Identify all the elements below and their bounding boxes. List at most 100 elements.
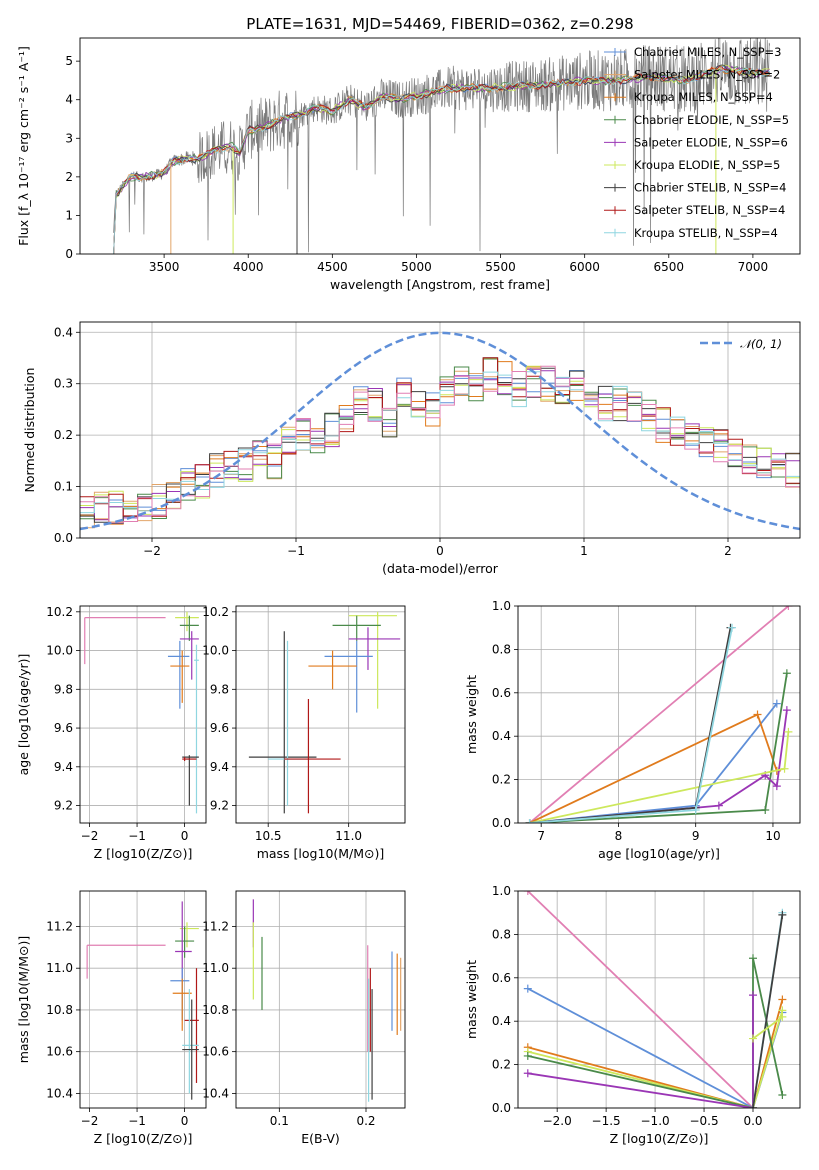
x-tick-label: 0.2 xyxy=(356,1114,375,1128)
histogram-step xyxy=(80,367,800,529)
x-tick-label: −1 xyxy=(128,829,146,843)
spectrum-plot-area xyxy=(113,38,771,254)
y-tick-label: 10.6 xyxy=(202,1045,229,1059)
weight-marker xyxy=(523,1051,532,1060)
x-tick-label: 8 xyxy=(615,829,623,843)
y-tick-label: 0.3 xyxy=(54,377,73,391)
y-tick-label: 10.6 xyxy=(46,1045,73,1059)
x-tick-label: 0 xyxy=(181,829,189,843)
model-spectrum-line xyxy=(113,67,770,254)
y-tick-label: 1 xyxy=(65,208,73,222)
x-tick-label: 5500 xyxy=(485,260,516,274)
y-tick-label: 11.2 xyxy=(46,919,73,933)
residuals-plot-area xyxy=(80,331,800,531)
weight-marker xyxy=(778,910,787,919)
weight-marker xyxy=(749,991,757,1000)
weight-line xyxy=(527,891,754,1108)
x-axis-label: Z [log10(Z/Z⊙)] xyxy=(610,1131,709,1146)
x-tick-label: 2 xyxy=(724,544,732,558)
y-tick-label: 0.8 xyxy=(492,642,511,656)
weight-marker xyxy=(749,954,757,963)
x-tick-label: 6500 xyxy=(654,260,685,274)
weight-marker xyxy=(784,606,793,610)
weight-line xyxy=(529,627,732,823)
panels: 3500 4000 4500 5000 5500 6000 6500 7000012345wa… xyxy=(16,37,801,1146)
axes-frame xyxy=(517,890,801,1109)
y-tick-label: 9.6 xyxy=(54,721,73,735)
x-tick-label: 0 xyxy=(181,1114,189,1128)
weight-marker xyxy=(749,1034,757,1043)
y-tick-label: 0.6 xyxy=(492,971,511,985)
x-axis-label: E(B-V) xyxy=(301,1131,340,1146)
y-tick-label: 10.4 xyxy=(202,1086,229,1100)
weight-line xyxy=(529,710,788,823)
x-axis-label: Z [log10(Z/Z⊙)] xyxy=(94,846,193,861)
y-tick-label: 10.8 xyxy=(46,1003,73,1017)
x-tick-label: 10.5 xyxy=(255,829,282,843)
figure-title: PLATE=1631, MJD=54469, FIBERID=0362, z=0… xyxy=(246,15,633,33)
y-tick-label: 3 xyxy=(65,131,73,145)
age_vs_Z-plot-area xyxy=(84,611,199,814)
y-tick-label: 11.0 xyxy=(202,961,229,975)
y-tick-label: 0.8 xyxy=(492,927,511,941)
x-tick-label: −1 xyxy=(287,544,305,558)
axes-frame xyxy=(79,890,207,1109)
weight-line xyxy=(529,673,788,823)
axes-frame xyxy=(235,605,406,824)
weight-line xyxy=(529,627,733,823)
histogram-step xyxy=(80,368,800,521)
y-tick-label: 9.6 xyxy=(210,721,229,735)
chart-spectrum: 3500 4000 4500 5000 5500 6000 6500 7000 0 1 2 3 4 5 wa… xyxy=(16,37,801,292)
histogram-step xyxy=(80,365,800,524)
chart-age-vs-Z: −2 −1 0 9.2 9.4 9.6 9.8 10.0 10.2 Z [log10(Z/Z⊙)]… xyxy=(16,605,207,861)
weight-marker xyxy=(784,727,793,736)
mass_vs_Z-plot-area xyxy=(86,901,199,1100)
y-tick-label: 10.2 xyxy=(202,605,229,619)
weight-line xyxy=(527,995,754,1108)
x-tick-label: −1.0 xyxy=(641,1114,670,1128)
weight-marker xyxy=(691,805,700,814)
y-tick-label: 11.0 xyxy=(46,961,73,975)
weight-marker xyxy=(782,706,791,715)
y-tick-label: 0.2 xyxy=(492,1058,511,1072)
weight-line xyxy=(527,1010,784,1108)
legend-label: Chabrier ELODIE, N_SSP=5 xyxy=(634,113,789,127)
weight-marker xyxy=(761,805,770,814)
observed-spectrum xyxy=(113,38,771,253)
chart-residuals: −2 −1 0 1 2 0.0 0.1 0.2 0.3 0.4 (data-model)/error… xyxy=(22,321,801,576)
weight_vs_age-plot-area xyxy=(525,606,793,823)
y-tick-label: 0.6 xyxy=(492,686,511,700)
weight-marker xyxy=(772,782,781,791)
x-tick-label: −1 xyxy=(128,1114,146,1128)
x-tick-label: −2.0 xyxy=(543,1114,572,1128)
y-tick-label: 9.4 xyxy=(54,760,73,774)
y-tick-label: 0.4 xyxy=(492,1014,511,1028)
histogram-step xyxy=(80,370,800,520)
y-tick-label: 10.4 xyxy=(46,1086,73,1100)
chart-mass-vs-Z: −2 −1 0 10.4 10.6 10.8 11.0 11.2 Z [log10(Z/Z⊙)]… xyxy=(16,890,207,1146)
x-tick-label: 0.0 xyxy=(743,1114,762,1128)
y-axis-label: age [log10(age/yr)] xyxy=(16,654,31,776)
weight-line xyxy=(752,1016,783,1040)
legend-label: Kroupa MILES, N_SSP=4 xyxy=(634,90,773,104)
weight-marker xyxy=(778,1012,787,1021)
legend-label: Chabrier MILES, N_SSP=3 xyxy=(634,45,781,59)
chart-age-vs-mass: 10.5 11.0 9.2 9.4 9.6 9.8 10.0 10.2 mass [log10(… xyxy=(202,605,406,861)
x-axis-label: Z [log10(Z/Z⊙)] xyxy=(94,1131,193,1146)
y-axis-label: mass weight xyxy=(464,960,479,1039)
chart-weight-vs-age: 7 8 9 10 0.0 0.2 0.4 0.6 0.8 1.0 age [log10(age/yr… xyxy=(464,599,801,861)
x-axis-label: (data-model)/error xyxy=(382,561,499,576)
legend-label: Kroupa STELIB, N_SSP=4 xyxy=(634,226,778,240)
x-tick-label: 4000 xyxy=(233,260,264,274)
y-tick-label: 5 xyxy=(65,54,73,68)
chart-mass-vs-ebv: 0.1 0.2 10.4 10.6 10.8 11.0 11.2 E(B-V) xyxy=(202,890,406,1146)
y-tick-label: 1.0 xyxy=(492,884,511,898)
weight-line xyxy=(752,914,784,1108)
y-tick-label: 0.2 xyxy=(492,773,511,787)
weight_vs_Z-plot-area xyxy=(523,891,787,1108)
y-tick-label: 0.0 xyxy=(492,1101,511,1115)
y-tick-label: 2 xyxy=(65,170,73,184)
y-tick-label: 0.1 xyxy=(54,480,73,494)
y-tick-label: 11.2 xyxy=(202,919,229,933)
